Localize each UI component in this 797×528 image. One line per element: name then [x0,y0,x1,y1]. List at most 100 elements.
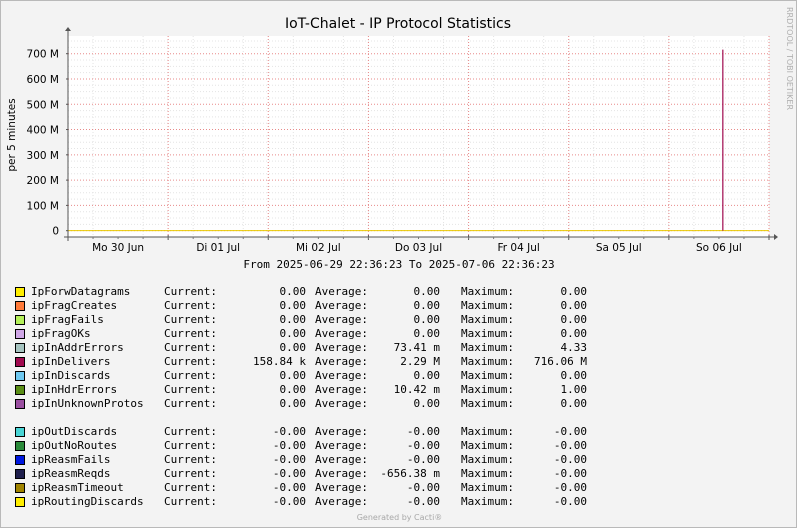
x-tick-label: Di 01 Jul [196,242,240,254]
legend-maximum-value: -0.00 [553,481,587,494]
legend-average-label: Average: [315,439,368,452]
legend-row: ipReasmTimeout Current: -0.00 Average: -0.00… [15,481,587,495]
x-axis-arrow [774,234,778,240]
legend-maximum-label: Maximum: [461,369,514,382]
legend-average-value: -0.00 [406,481,440,494]
legend-series-name: ipFragFails [31,313,104,326]
legend-row: ipFragCreates Current: 0.00 Average: 0.00 Max… [15,299,587,313]
legend-swatch [15,483,25,493]
legend-current-value: -0.00 [272,481,306,494]
y-tick-label: 100 M [27,200,59,212]
x-ticks: Mo 30 Jun Di 01 Jul Mi 02 Jul Do 03 Jul Fr 0… [67,235,770,254]
y-tick-label: 0 [52,226,59,238]
chart-title: IoT-Chalet - IP Protocol Statistics [285,16,511,32]
legend-current-label: Current: [164,383,217,396]
legend-average-value: 10.42 m [393,383,440,396]
y-axis-arrow [65,27,71,31]
legend-row: ipOutDiscards Current: -0.00 Average: -0.00 M… [15,425,587,439]
legend-maximum-value: 0.00 [560,397,588,410]
legend-average-label: Average: [315,425,368,438]
legend-swatch [15,371,25,381]
legend-swatch [15,287,25,297]
y-tick-label: 300 M [27,150,59,162]
legend-current-value: -0.00 [272,495,306,508]
legend-maximum-label: Maximum: [461,495,514,508]
legend-current-label: Current: [164,369,217,382]
legend-swatch [15,469,25,479]
legend-average-value: -0.00 [406,453,440,466]
legend-average-label: Average: [315,285,368,298]
legend-current-label: Current: [164,341,217,354]
legend-average-value: 0.00 [413,299,441,312]
legend-maximum-value: 0.00 [560,327,588,340]
legend-maximum-label: Maximum: [461,439,514,452]
legend-maximum-value: 0.00 [560,369,588,382]
legend-row: ipOutNoRoutes Current: -0.00 Average: -0.00 M… [15,439,587,453]
time-range: From 2025-06-29 22:36:23 To 2025-07-06 2… [243,258,554,271]
legend-maximum-label: Maximum: [461,341,514,354]
y-tick-label: 600 M [27,74,59,86]
legend-average-value: -0.00 [406,425,440,438]
x-tick-label: Sa 05 Jul [596,242,642,254]
legend-maximum-value: -0.00 [553,495,587,508]
x-tick-label: So 06 Jul [696,242,742,254]
legend-current-value: 0.00 [279,327,307,340]
legend-average-label: Average: [315,397,368,410]
footer-credit: Generated by Cacti® [356,513,443,522]
legend-swatch [15,455,25,465]
legend-current-value: 0.00 [279,341,307,354]
legend-current-value: -0.00 [272,425,306,438]
legend-swatch [15,399,25,409]
legend-maximum-label: Maximum: [461,299,514,312]
legend-current-label: Current: [164,285,217,298]
legend-row: ipRoutingDiscards Current: -0.00 Average: -0… [15,495,587,509]
series-layer [68,49,769,232]
legend-row: ipInDiscards Current: 0.00 Average: 0.00 Maxi… [15,369,587,383]
legend-maximum-value: -0.00 [553,439,587,452]
legend-series-name: ipFragOKs [31,327,91,340]
legend-maximum-value: 0.00 [560,299,588,312]
legend-series-name: ipReasmReqds [31,467,111,480]
legend-maximum-label: Maximum: [461,425,514,438]
legend-maximum-label: Maximum: [461,285,514,298]
legend-average-label: Average: [315,327,368,340]
legend-swatch [15,343,25,353]
legend-current-value: 0.00 [279,285,307,298]
legend-maximum-label: Maximum: [461,313,514,326]
legend-maximum-label: Maximum: [461,467,514,480]
legend-row: ipInHdrErrors Current: 0.00 Average: 10.42 m… [15,383,587,397]
legend-swatch [15,301,25,311]
legend-current-value: -0.00 [272,467,306,480]
legend-current-label: Current: [164,313,217,326]
legend-average-value: 0.00 [413,327,441,340]
legend-average-value: -656.38 m [380,467,440,480]
legend-series-name: ipInUnknownProtos [31,397,144,410]
legend-current-value: 0.00 [279,397,307,410]
legend-series-name: IpForwDatagrams [31,285,131,298]
legend-current-label: Current: [164,299,217,312]
legend-series-name: ipReasmTimeout [31,481,124,494]
legend-average-label: Average: [315,383,368,396]
legend-current-label: Current: [164,481,217,494]
legend-swatch [15,315,25,325]
legend-row: ipInUnknownProtos Current: 0.00 Average: 0.0… [15,397,587,411]
legend-maximum-label: Maximum: [461,397,514,410]
legend-average-value: 0.00 [413,285,441,298]
legend-maximum-value: 1.00 [560,383,588,396]
legend-current-value: 158.84 k [253,355,306,368]
legend-swatch [15,441,25,451]
legend-maximum-label: Maximum: [461,481,514,494]
legend-maximum-value: 0.00 [560,313,588,326]
legend-row: ipReasmFails Current: -0.00 Average: -0.00 Ma… [15,453,587,467]
legend-current-value: 0.00 [279,369,307,382]
legend-swatch [15,329,25,339]
legend-current-value: 0.00 [279,383,307,396]
legend-average-value: 0.00 [413,397,441,410]
legend-current-label: Current: [164,453,217,466]
x-tick-label: Mo 30 Jun [92,242,144,254]
legend-current-value: -0.00 [272,453,306,466]
legend-row: ipReasmReqds Current: -0.00 Average: -656.38… [15,467,587,481]
legend-current-value: 0.00 [279,313,307,326]
legend-average-label: Average: [315,341,368,354]
